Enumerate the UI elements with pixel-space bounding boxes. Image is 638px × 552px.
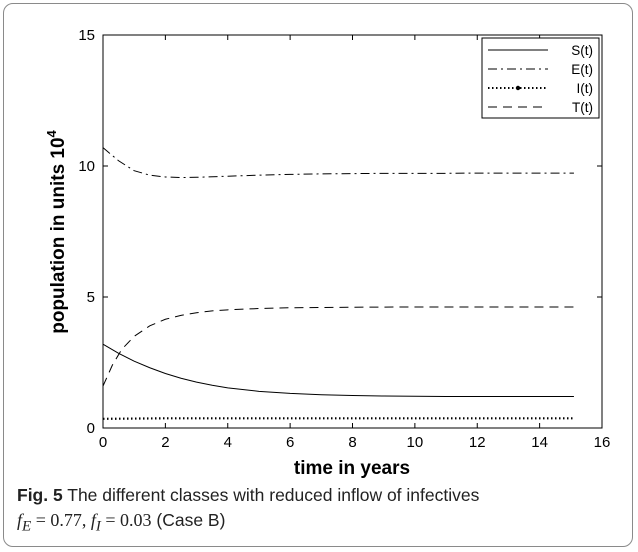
caption-text: The different classes with reduced inflo… [67,485,480,505]
legend-box [481,37,600,119]
y-tick-label: 0 [87,420,95,437]
legend-entry-label: T(t) [572,100,593,115]
y-tick-label: 5 [87,289,95,306]
series-line-st [102,343,574,398]
caption-case: (Case B) [156,510,226,530]
x-tick-label: 2 [161,434,169,451]
formula-fI-value: 0.03 [120,510,152,530]
x-tick-label: 4 [224,434,232,451]
series-layer [102,147,574,420]
legend-marker [515,85,521,91]
axis-ticks: 0 2 4 6 8 10 12 14 16 0 5 10 15 [78,27,610,451]
y-axis-label: population in units 104 [44,129,69,333]
formula-fE-value: 0.77 [50,510,82,530]
line-chart: 0 2 4 6 8 10 12 14 16 0 5 10 15 S(t) E(t) I(t) T(t) tim… [44,27,610,479]
legend: S(t) E(t) I(t) T(t) [481,37,600,119]
x-axis-label: time in years [294,458,410,479]
y-tick-label: 10 [78,158,95,175]
y-axis-label-exponent: 4 [44,129,59,137]
series-line-it [102,417,574,420]
y-axis-label-base: population in units 10 [48,137,69,333]
figure-number: Fig. 5 [17,485,63,505]
x-tick-label: 14 [531,434,548,451]
y-tick-label: 15 [78,27,95,44]
x-tick-label: 16 [594,434,611,451]
legend-entry-label: E(t) [571,62,593,77]
series-line-tt [102,306,574,387]
series-line-et [102,147,574,179]
x-tick-label: 10 [407,434,424,451]
figure-caption: Fig. 5 The different classes with reduce… [17,483,617,540]
legend-entry-label: I(t) [577,81,594,96]
caption-formula: fE = 0.77, fI = 0.03 [17,510,152,535]
x-tick-label: 12 [469,434,486,451]
x-tick-label: 8 [348,434,356,451]
x-tick-label: 0 [99,434,107,451]
legend-entry-label: S(t) [571,43,593,58]
x-tick-label: 6 [286,434,294,451]
